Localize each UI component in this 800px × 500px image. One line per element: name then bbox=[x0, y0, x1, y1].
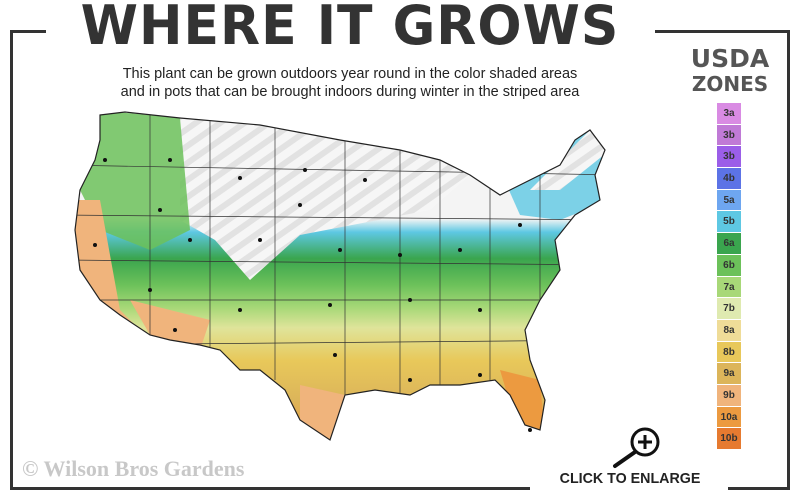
frame-bottom-right bbox=[728, 487, 790, 490]
legend-zone-8a: 8a bbox=[717, 319, 741, 342]
frame-bottom-left bbox=[10, 487, 530, 490]
legend-zone-4b: 4b bbox=[717, 168, 741, 190]
legend-zone-6b: 6b bbox=[717, 254, 741, 277]
south-texas-zone bbox=[300, 385, 345, 440]
city-dots bbox=[93, 158, 532, 432]
legend-zone-3b: 3b bbox=[717, 146, 741, 169]
legend-zone-9a: 9a bbox=[717, 363, 741, 385]
legend-zone-10a: 10a bbox=[717, 406, 741, 429]
florida-zone bbox=[500, 370, 545, 440]
legend-zone-5b: 5b bbox=[717, 211, 741, 234]
legend-zone-7b: 7b bbox=[717, 298, 741, 320]
page-title: WHERE IT GROWS bbox=[80, 0, 620, 58]
frame-top-right bbox=[655, 30, 790, 33]
striped-area bbox=[180, 112, 470, 280]
legend-zone-3b: 3b bbox=[717, 124, 741, 147]
zone-legend: 3a 3b 3b 4b 5a 5b 6a 6b 7a 7b 8a 8b 9a 9b 10a 10b bbox=[717, 103, 741, 450]
legend-zone-6a: 6a bbox=[717, 233, 741, 255]
legend-zone-7a: 7a bbox=[717, 276, 741, 299]
legend-zone-10b: 10b bbox=[717, 428, 741, 450]
frame-top-left bbox=[10, 30, 46, 33]
northwest-zone bbox=[80, 112, 190, 250]
legend-title-usda: USDA bbox=[690, 44, 770, 73]
northeast-striped bbox=[530, 120, 605, 190]
legend-title-zones: ZONES bbox=[691, 72, 769, 96]
legend-zone-3a: 3a bbox=[717, 103, 741, 125]
frame-right bbox=[787, 30, 790, 490]
subtitle-line-1: This plant can be grown outdoors year ro… bbox=[122, 66, 578, 82]
magnifier-plus-icon[interactable] bbox=[605, 425, 665, 470]
frame-left bbox=[10, 30, 13, 490]
legend-zone-8b: 8b bbox=[717, 341, 741, 364]
legend-zone-9b: 9b bbox=[717, 384, 741, 407]
subtitle-line-2: and in pots that can be brought indoors … bbox=[120, 84, 580, 100]
legend-zone-5a: 5a bbox=[717, 189, 741, 212]
copyright-watermark: © Wilson Bros Gardens bbox=[22, 456, 245, 481]
click-to-enlarge-button[interactable]: CLICK TO ENLARGE bbox=[559, 470, 701, 487]
california-coast-zone bbox=[75, 200, 150, 340]
